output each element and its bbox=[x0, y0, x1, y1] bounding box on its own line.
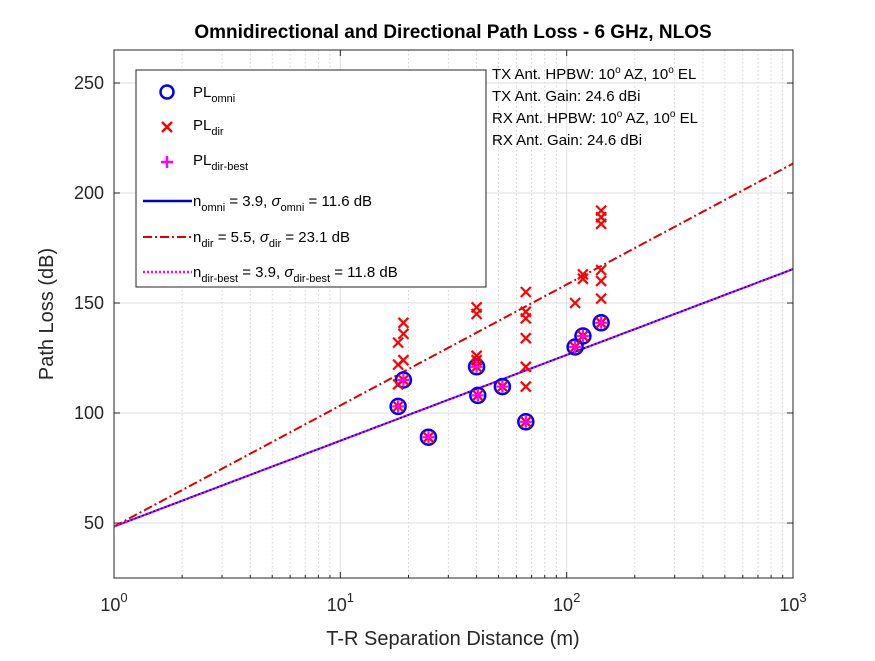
legend-best-fit-label: ndir-best = 3.9, σdir-best = 11.8 dB bbox=[193, 264, 398, 285]
legend-omni-marker bbox=[159, 84, 175, 100]
legend-best-marker bbox=[161, 156, 173, 168]
dir-best-point bbox=[569, 341, 582, 353]
x-tick-label: 102 bbox=[553, 590, 580, 615]
fit-lines bbox=[113, 162, 794, 528]
omni-point bbox=[394, 371, 413, 389]
legend-dir-marker bbox=[161, 121, 173, 133]
dir-point bbox=[569, 297, 581, 309]
dir-best-point bbox=[471, 389, 484, 402]
y-tick-label: 150 bbox=[74, 293, 104, 313]
omni-point bbox=[389, 397, 407, 416]
dir-best-point bbox=[397, 374, 410, 386]
fit-line-fit_dir bbox=[113, 162, 794, 528]
y-tick-label: 250 bbox=[74, 73, 104, 93]
dir-point bbox=[520, 380, 532, 393]
dir-point bbox=[470, 301, 483, 314]
dir-point bbox=[577, 273, 589, 285]
x-axis-label: T-R Separation Distance (m) bbox=[326, 628, 579, 650]
dir-point bbox=[470, 350, 483, 362]
tx-hpbw-text: TX Ant. HPBW: 10o AZ, 10o EL bbox=[492, 65, 696, 83]
x-tick-label: 101 bbox=[327, 590, 354, 615]
dir-point bbox=[470, 354, 483, 366]
y-tick-label: 100 bbox=[74, 403, 104, 423]
legend-omni-fit-label: nomni = 3.9, σomni = 11.6 dB bbox=[193, 193, 372, 214]
dir-point bbox=[595, 292, 607, 305]
x-tick-label: 103 bbox=[779, 590, 806, 615]
y-axis-label: Path Loss (dB) bbox=[36, 248, 58, 380]
dir-point bbox=[577, 268, 589, 281]
legend-omni-label: PLomni bbox=[193, 84, 235, 105]
dir-best-point bbox=[470, 360, 483, 373]
data-markers bbox=[389, 204, 610, 446]
y-tick-label: 50 bbox=[84, 513, 104, 533]
omni-point bbox=[592, 314, 610, 332]
dir-best-point bbox=[519, 415, 532, 428]
dir-best-point bbox=[422, 431, 435, 444]
omni-point bbox=[419, 428, 438, 446]
dir-best-point bbox=[595, 316, 608, 329]
dir-point bbox=[520, 306, 532, 318]
dir-point bbox=[595, 204, 607, 217]
dir-point bbox=[397, 354, 410, 366]
dir-point bbox=[520, 286, 532, 298]
omni-point bbox=[469, 386, 487, 405]
dir-best-point bbox=[576, 330, 589, 342]
antenna-annotations: TX Ant. HPBW: 10o AZ, 10o EL TX Ant. Gai… bbox=[492, 65, 698, 149]
omni-point bbox=[517, 413, 535, 431]
dir-point bbox=[392, 336, 404, 349]
tx-gain-text: TX Ant. Gain: 24.6 dBi bbox=[492, 88, 640, 105]
dir-point bbox=[397, 317, 410, 329]
dir-point bbox=[397, 328, 410, 340]
axis-ticks: 100 101 102 103 50 100 150 200 250 bbox=[74, 50, 807, 615]
legend-box bbox=[135, 69, 487, 288]
legend-best-label: PLdir-best bbox=[193, 152, 248, 173]
plot-frame bbox=[113, 49, 794, 579]
fit-line-fit_best bbox=[113, 268, 794, 528]
legend-dir-fit-label: ndir = 5.5, σdir = 23.1 dB bbox=[193, 229, 350, 250]
x-tick-label: 100 bbox=[100, 590, 127, 615]
dir-best-point bbox=[392, 400, 405, 413]
dir-point bbox=[520, 361, 532, 373]
legend: PLomni PLdir PLdir-best nomni = 3.9, σom… bbox=[135, 69, 487, 288]
rx-hpbw-text: RX Ant. HPBW: 10o AZ, 10o EL bbox=[492, 109, 698, 127]
omni-point bbox=[574, 327, 592, 345]
omni-point bbox=[493, 377, 512, 396]
chart-title: Omnidirectional and Directional Path Los… bbox=[194, 22, 711, 43]
dir-point bbox=[520, 332, 532, 344]
y-tick-label: 200 bbox=[74, 183, 104, 203]
dir-point bbox=[595, 264, 607, 276]
dir-best-point bbox=[496, 380, 509, 393]
rx-gain-text: RX Ant. Gain: 24.6 dBi bbox=[492, 132, 642, 149]
dir-point bbox=[595, 275, 607, 287]
legend-dir-label: PLdir bbox=[193, 117, 224, 138]
